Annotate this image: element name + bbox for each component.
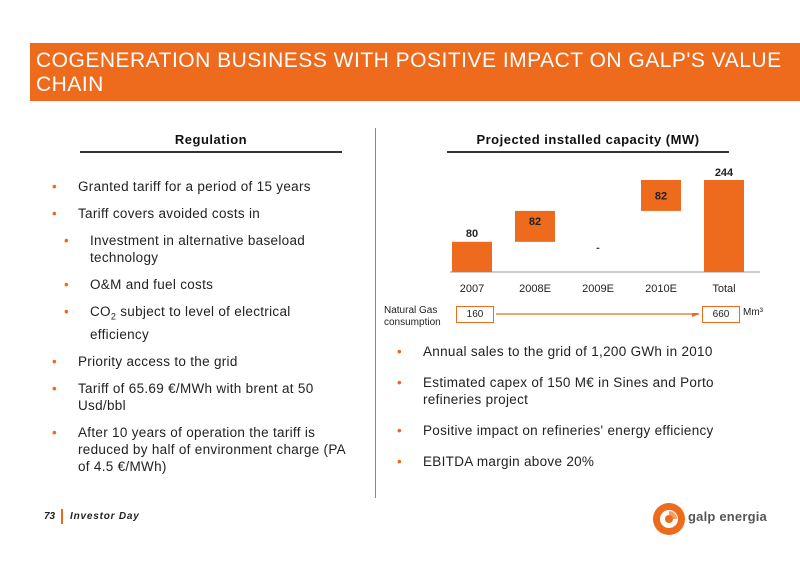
bullet-dot: • bbox=[64, 233, 70, 248]
bullet-text: Granted tariff for a period of 15 years bbox=[78, 179, 311, 194]
natural-gas-start-box: 160 bbox=[456, 306, 494, 323]
bullet-text: Tariff of 65.69 €/MWh with brent at 50 U… bbox=[78, 380, 314, 413]
bullet-dot: • bbox=[397, 344, 403, 359]
capacity-bullet: • Positive impact on refineries' energy e… bbox=[397, 422, 757, 439]
regulation-bullet: • Granted tariff for a period of 15 years bbox=[52, 178, 347, 195]
regulation-heading: Regulation bbox=[174, 132, 248, 147]
bullet-dot: • bbox=[52, 353, 58, 369]
bullet-text: Priority access to the grid bbox=[78, 353, 238, 369]
capacity-bullet: • Annual sales to the grid of 1,200 GWh i… bbox=[397, 343, 757, 360]
bullet-text: After 10 years of operation the tariff i… bbox=[78, 424, 346, 474]
natural-gas-end-box: 660 bbox=[702, 306, 740, 323]
logo-text: galp energia bbox=[688, 509, 767, 524]
bullet-dot: • bbox=[64, 304, 70, 319]
regulation-bullet: • O&M and fuel costs bbox=[52, 276, 347, 293]
bullet-dot: • bbox=[397, 375, 403, 390]
footer-separator bbox=[61, 509, 63, 524]
regulation-bullet: • Tariff of 65.69 €/MWh with brent at 50 … bbox=[52, 380, 347, 414]
chart-category-label: Total bbox=[712, 283, 735, 295]
footer-event: Investor Day bbox=[70, 511, 140, 522]
natural-gas-arrow bbox=[496, 313, 700, 317]
regulation-heading-underline bbox=[80, 151, 342, 153]
capacity-heading: Projected installed capacity (MW) bbox=[476, 132, 700, 147]
bullet-text: O&M and fuel costs bbox=[90, 277, 214, 292]
bullet-dot: • bbox=[52, 179, 58, 194]
bullet-text: Estimated capex of 150 M€ in Sines and P… bbox=[423, 375, 714, 407]
chart-bar bbox=[515, 210, 555, 242]
chart-bar bbox=[641, 180, 681, 211]
capacity-heading-underline bbox=[447, 151, 729, 153]
chart-category-label: 2007 bbox=[460, 283, 484, 295]
capacity-bullet: • Estimated capex of 150 M€ in Sines and … bbox=[397, 374, 757, 408]
chart-value-label: 82 bbox=[529, 216, 541, 228]
regulation-bullet: • Priority access to the grid bbox=[52, 353, 347, 370]
bullet-dot: • bbox=[397, 454, 403, 469]
bullet-text: EBITDA margin above 20% bbox=[423, 454, 595, 469]
bullet-text: subject to level of electrical efficienc… bbox=[90, 304, 291, 342]
regulation-bullet-list: • Granted tariff for a period of 15 years… bbox=[52, 178, 347, 485]
bullet-dot: • bbox=[52, 424, 58, 440]
bullet-dot: • bbox=[397, 423, 403, 438]
title-bar: COGENERATION BUSINESS WITH POSITIVE IMPA… bbox=[30, 43, 800, 101]
chart-value-label: 82 bbox=[655, 190, 667, 202]
galp-logo-icon bbox=[653, 503, 685, 535]
capacity-bullet-list: • Annual sales to the grid of 1,200 GWh i… bbox=[397, 343, 757, 484]
column-divider bbox=[375, 128, 376, 498]
regulation-bullet: • CO2 subject to level of electrical effi… bbox=[52, 303, 347, 343]
page-title: COGENERATION BUSINESS WITH POSITIVE IMPA… bbox=[36, 49, 782, 96]
bullet-dot: • bbox=[64, 277, 70, 292]
bullet-dot: • bbox=[52, 380, 58, 396]
bullet-subscript: 2 bbox=[110, 311, 117, 322]
chart-value-label: 244 bbox=[715, 167, 734, 179]
chart-category-label: 2008E bbox=[519, 283, 551, 295]
regulation-bullet: • After 10 years of operation the tariff … bbox=[52, 424, 347, 475]
regulation-bullet: • Tariff covers avoided costs in bbox=[52, 205, 347, 222]
bullet-text: CO bbox=[90, 304, 111, 319]
chart-value-label: 80 bbox=[466, 228, 478, 240]
regulation-bullet: • Investment in alternative baseload tech… bbox=[52, 232, 347, 266]
bullet-dot: • bbox=[52, 206, 58, 221]
chart-bar bbox=[452, 241, 492, 272]
page-number: 73 bbox=[44, 511, 56, 522]
bullet-text: Tariff covers avoided costs in bbox=[78, 206, 261, 221]
bullet-text: Positive impact on refineries' energy ef… bbox=[423, 423, 714, 438]
chart-category-label: 2010E bbox=[645, 283, 677, 295]
natural-gas-unit: Mm³ bbox=[743, 307, 763, 318]
natural-gas-label: Natural Gas consumption bbox=[384, 305, 441, 328]
capacity-waterfall-chart: 80 2007 82 2008E - 2009E 82 2010E 244 Total bbox=[450, 167, 760, 295]
chart-bar bbox=[704, 180, 744, 272]
capacity-bullet: • EBITDA margin above 20% bbox=[397, 453, 757, 470]
chart-category-label: 2009E bbox=[582, 283, 614, 295]
chart-value-label: - bbox=[596, 242, 600, 254]
bullet-text: Annual sales to the grid of 1,200 GWh in… bbox=[423, 344, 713, 359]
bullet-text: Investment in alternative baseload techn… bbox=[90, 233, 306, 265]
